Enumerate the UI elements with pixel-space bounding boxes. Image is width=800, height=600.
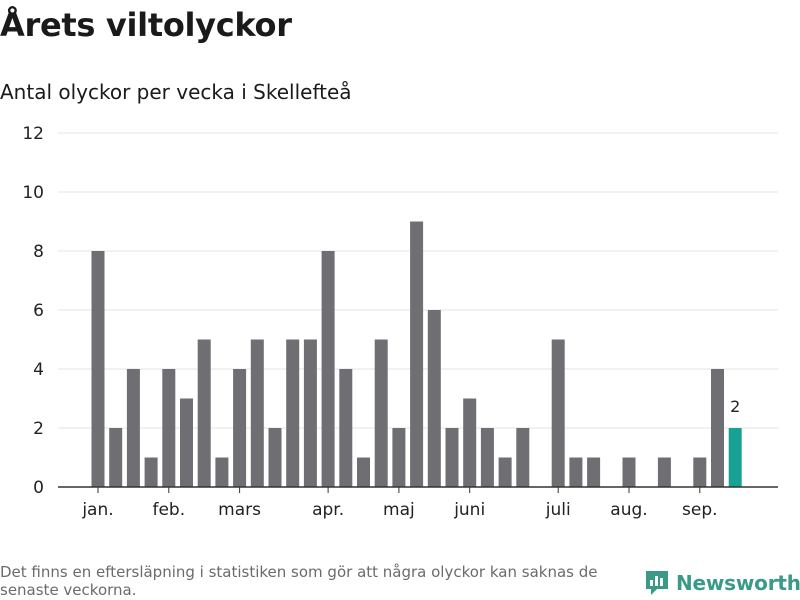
y-tick-label: 8: [33, 242, 44, 262]
bar: [657, 457, 671, 487]
brand-name: Newsworthy: [676, 571, 800, 595]
bar: [498, 457, 512, 487]
bar: [357, 457, 370, 487]
bar: [622, 457, 636, 487]
bar: [551, 339, 565, 487]
bar: [410, 221, 424, 487]
bar-chart: 0 2 4 6 8 10 12 2 jan. feb. mars apr. maj juni juli aug…: [22, 124, 778, 520]
x-tick-label: maj: [383, 500, 415, 520]
chart-title: Årets viltolyckor: [0, 6, 292, 44]
bar: [250, 339, 264, 487]
x-tick-label: feb.: [152, 500, 185, 520]
x-tick-label: mars: [218, 500, 261, 520]
x-tick-label: apr.: [312, 500, 344, 520]
bar: [569, 457, 583, 487]
chart-subtitle: Antal olyckor per vecka i Skellefteå: [0, 80, 352, 104]
bar: [144, 457, 158, 487]
bar: [162, 369, 176, 487]
y-tick-label: 2: [33, 419, 44, 439]
bar: [374, 339, 388, 487]
x-tick-label: juli: [545, 500, 571, 520]
bar: [587, 457, 601, 487]
bar: [463, 398, 477, 487]
x-tick-label: jan.: [81, 500, 113, 520]
bar: [180, 398, 193, 487]
y-tick-label: 4: [33, 360, 44, 380]
x-tick-label: sep.: [682, 500, 718, 520]
bar: [303, 339, 317, 487]
bar: [286, 339, 300, 487]
bar: [693, 457, 707, 487]
bar: [321, 251, 335, 487]
bar: [109, 428, 123, 487]
data-label: 2: [730, 397, 740, 416]
bar: [392, 428, 406, 487]
bar: [215, 457, 229, 487]
bar: [445, 428, 459, 487]
brand-logo: Newsworthy: [644, 569, 800, 597]
x-tick-label: aug.: [610, 500, 647, 520]
bar: [268, 428, 282, 487]
bar-chart-speech-bubble-icon: [646, 571, 668, 595]
bar: [516, 428, 530, 487]
footnote: Det finns en eftersläpning i statistiken…: [0, 563, 598, 599]
bar: [427, 310, 441, 487]
bar: [126, 369, 140, 487]
bar: [339, 369, 353, 487]
bar: [711, 369, 724, 487]
bar: [233, 369, 247, 487]
bar-highlight: [728, 428, 742, 487]
x-tick-label: juni: [453, 500, 485, 520]
bar: [480, 428, 494, 487]
y-tick-label: 6: [33, 301, 44, 321]
y-tick-label: 10: [22, 183, 44, 203]
bar: [91, 251, 105, 487]
y-tick-label: 0: [33, 478, 44, 498]
y-tick-label: 12: [22, 124, 44, 144]
bar: [197, 339, 211, 487]
